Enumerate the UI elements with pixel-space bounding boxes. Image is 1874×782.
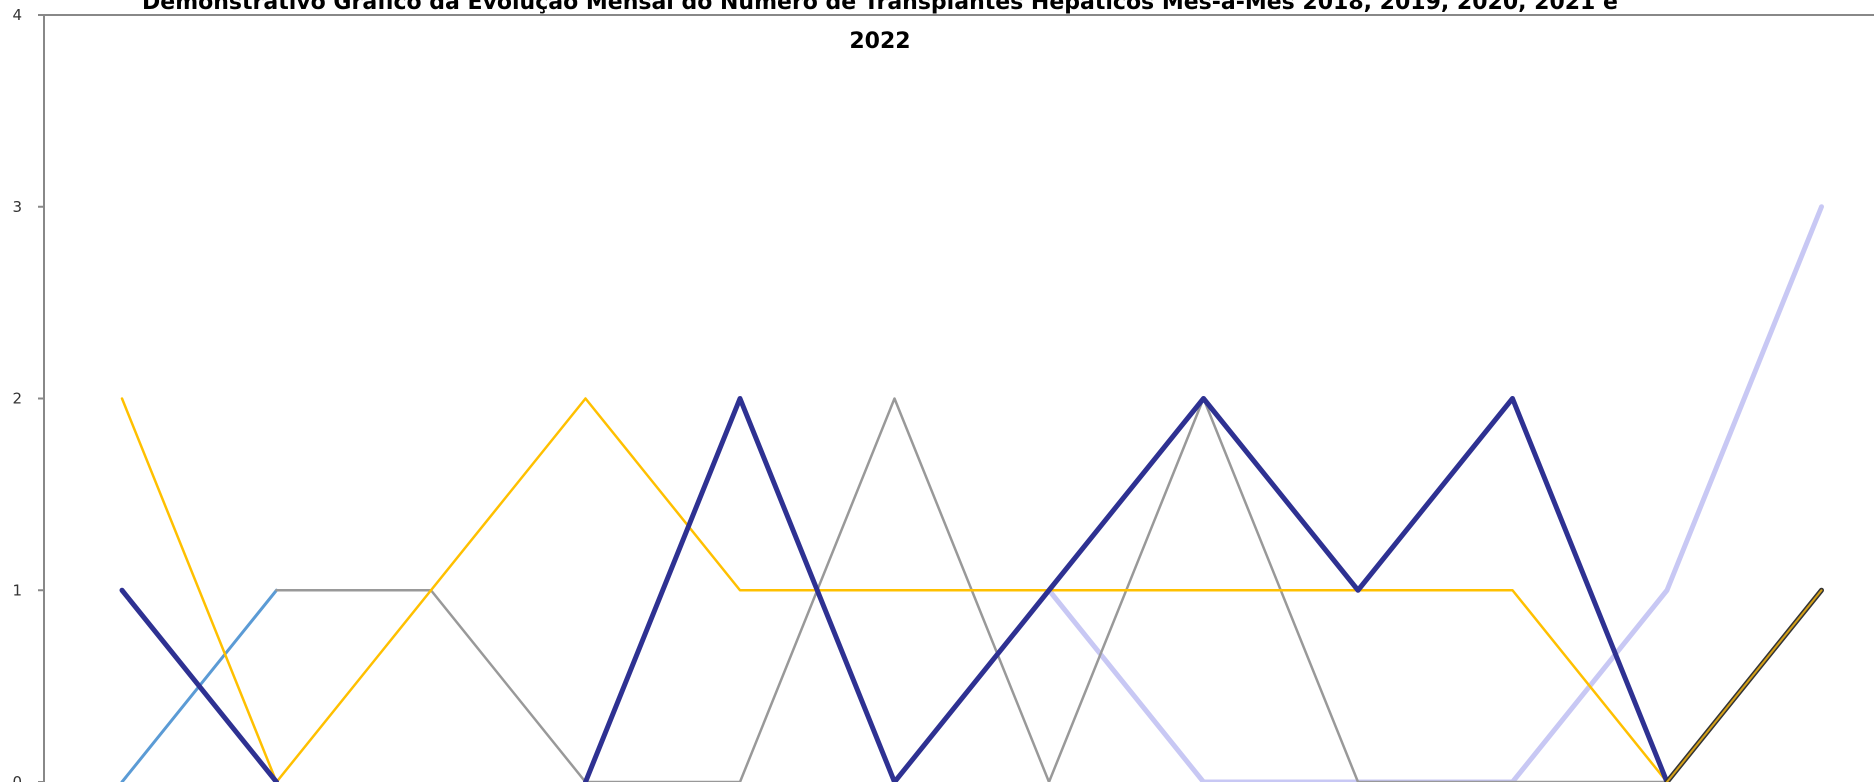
chart-axes — [38, 14, 1874, 782]
series-line-4 — [120, 397, 1823, 782]
series-line-segment — [1666, 589, 1823, 782]
y-tick-label: 3 — [12, 198, 22, 216]
series-line-5 — [119, 396, 1670, 782]
series-line-1 — [1046, 204, 1824, 782]
y-tick-label: 0 — [12, 773, 22, 782]
series-line-segment — [275, 397, 1823, 782]
series-line-7 — [1666, 589, 1823, 782]
y-tick-label: 1 — [12, 581, 22, 599]
series-line-segment — [119, 587, 279, 782]
chart-title-line-1: Demonstrativo Gráfico da Evolução Mensal… — [142, 0, 1618, 15]
series-line-segment — [583, 396, 1670, 782]
series-line-segment — [120, 397, 1823, 782]
series-line-3 — [275, 397, 1823, 782]
y-tick-label: 2 — [12, 390, 22, 408]
y-tick-label: 4 — [12, 6, 22, 24]
series-lines — [119, 204, 1824, 782]
series-line-segment — [1046, 204, 1824, 782]
y-tick-labels: 0 1 2 3 4 — [12, 6, 22, 782]
chart-title-line-2: 2022 — [849, 29, 910, 54]
